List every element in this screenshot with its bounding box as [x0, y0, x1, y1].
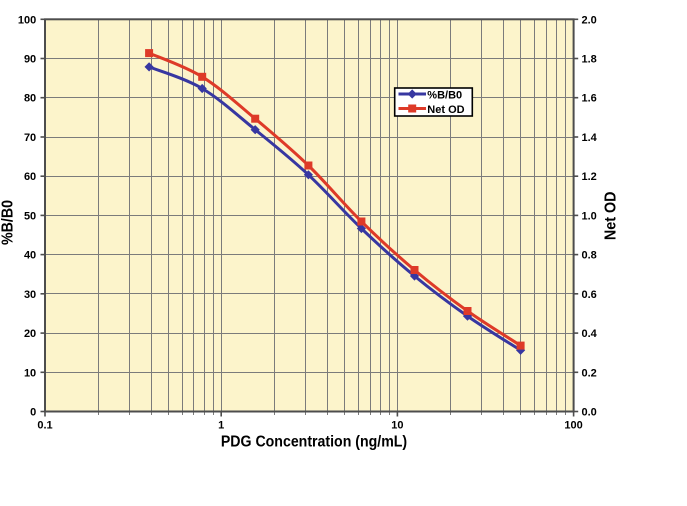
svg-text:2.0: 2.0	[582, 14, 597, 26]
svg-text:1.8: 1.8	[582, 54, 597, 66]
svg-text:100: 100	[18, 14, 36, 26]
svg-text:40: 40	[24, 250, 36, 262]
svg-text:%B/B0: %B/B0	[0, 200, 16, 245]
svg-text:50: 50	[24, 210, 36, 222]
svg-text:80: 80	[24, 93, 36, 105]
svg-text:Net OD: Net OD	[427, 104, 464, 116]
svg-text:1.4: 1.4	[582, 132, 598, 144]
svg-text:Net OD: Net OD	[603, 192, 620, 241]
svg-text:60: 60	[24, 171, 36, 183]
svg-text:PDG Concentration (ng/mL): PDG Concentration (ng/mL)	[221, 434, 407, 451]
svg-text:%B/B0: %B/B0	[427, 89, 462, 101]
svg-text:1: 1	[218, 420, 224, 432]
svg-text:0.8: 0.8	[582, 250, 597, 262]
svg-text:1.2: 1.2	[582, 171, 597, 183]
svg-text:0.2: 0.2	[582, 367, 597, 379]
svg-text:90: 90	[24, 54, 36, 66]
svg-text:0: 0	[30, 407, 36, 419]
svg-text:0.4: 0.4	[582, 328, 598, 340]
svg-text:1.6: 1.6	[582, 93, 597, 105]
svg-text:0.0: 0.0	[582, 407, 597, 419]
svg-text:0.6: 0.6	[582, 289, 597, 301]
svg-text:10: 10	[391, 420, 403, 432]
svg-text:1.0: 1.0	[582, 210, 597, 222]
svg-text:0.1: 0.1	[37, 420, 52, 432]
svg-text:20: 20	[24, 328, 36, 340]
svg-text:70: 70	[24, 132, 36, 144]
svg-text:100: 100	[564, 420, 582, 432]
svg-text:30: 30	[24, 289, 36, 301]
svg-text:10: 10	[24, 367, 36, 379]
